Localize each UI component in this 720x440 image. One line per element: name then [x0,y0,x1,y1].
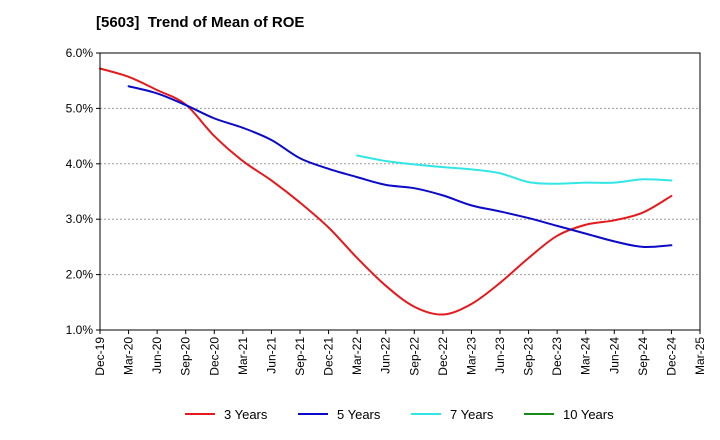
x-tick-label: Dec-24 [664,337,678,376]
y-tick-label: 4.0% [66,157,94,171]
x-tick-label: Mar-23 [464,337,478,375]
x-tick-label: Mar-21 [236,337,250,375]
y-tick-label: 2.0% [66,268,94,282]
legend-label: 3 Years [224,407,268,422]
x-tick-label: Mar-20 [122,337,136,375]
x-tick-label: Jun-23 [493,337,507,374]
x-tick-label: Dec-20 [207,337,221,376]
y-tick-label: 1.0% [66,323,94,337]
x-tick-label: Mar-22 [350,337,364,375]
series-line-7-years [356,154,673,185]
legend: 3 Years 5 Years 7 Years 10 Years [185,407,614,422]
x-axis: Dec-19 Mar-20 Jun-20 Sep-20 Dec-20 Mar-21 Jun-… [93,330,707,376]
x-tick-label: Sep-22 [407,337,421,376]
plot-frame [99,52,701,331]
x-tick-label: Jun-20 [150,337,164,374]
legend-label: 10 Years [563,407,614,422]
y-tick-label: 5.0% [66,101,94,115]
series-line-3-years [99,67,673,316]
x-tick-label: Sep-23 [522,337,536,376]
x-tick-label: Jun-21 [264,337,278,374]
x-tick-label: Sep-24 [636,337,650,376]
x-tick-label: Dec-21 [322,337,336,376]
y-tick-label: 3.0% [66,212,94,226]
y-axis: 1.0% 2.0% 3.0% 4.0% 5.0% 6.0% [66,46,100,337]
x-tick-label: Dec-22 [436,337,450,376]
x-tick-label: Jun-22 [379,337,393,374]
y-tick-label: 6.0% [66,46,94,60]
x-tick-label: Mar-24 [579,337,593,375]
x-tick-label: Dec-19 [93,337,107,376]
series-lines [99,67,673,316]
x-tick-label: Jun-24 [607,337,621,374]
series-line-5-years [127,85,673,249]
x-tick-label: Sep-20 [179,337,193,376]
chart-title: [5603] Trend of Mean of ROE [96,14,305,31]
x-tick-label: Dec-23 [550,337,564,376]
legend-label: 5 Years [337,407,381,422]
x-tick-label: Mar-25 [693,337,707,375]
x-tick-label: Sep-21 [293,337,307,376]
legend-label: 7 Years [450,407,494,422]
plot-area [100,53,700,330]
